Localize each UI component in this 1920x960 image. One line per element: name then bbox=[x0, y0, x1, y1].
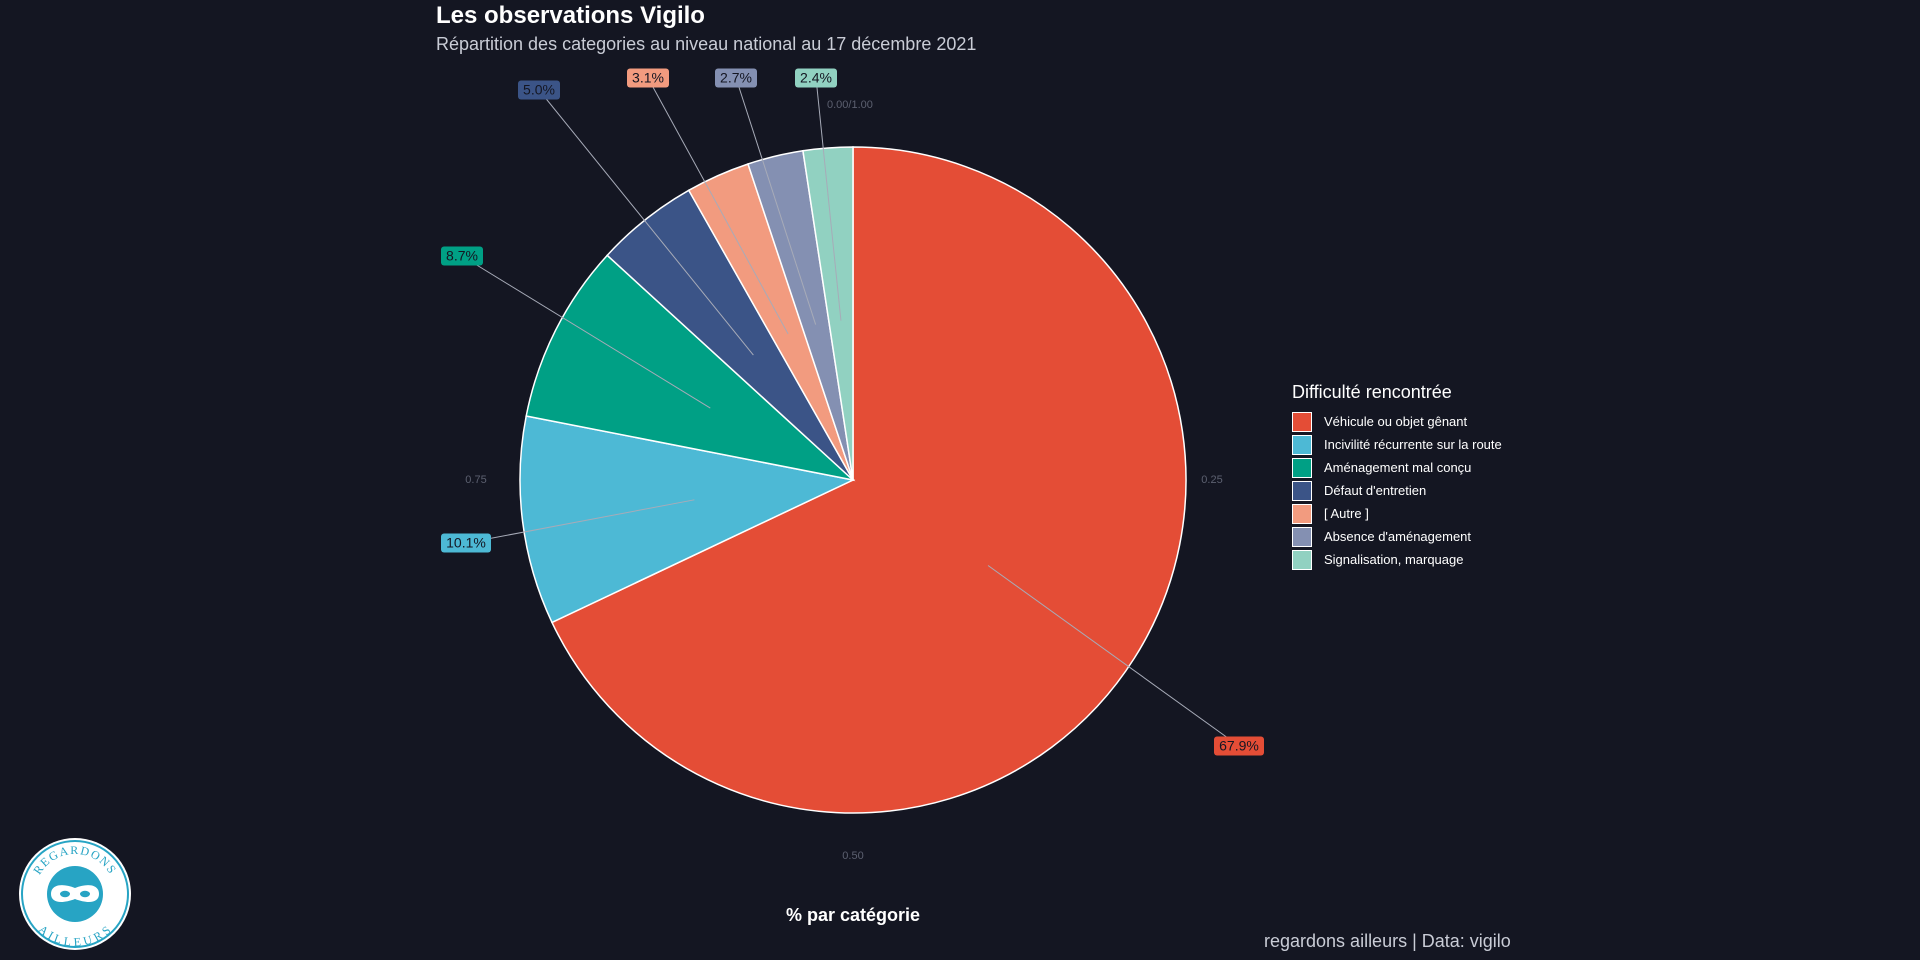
legend-label: Incivilité récurrente sur la route bbox=[1324, 437, 1502, 452]
data-label: 2.4% bbox=[800, 70, 832, 86]
legend-swatch bbox=[1292, 480, 1312, 501]
data-label: 5.0% bbox=[523, 82, 555, 98]
legend-item: [ Autre ] bbox=[1292, 502, 1502, 525]
legend-item: Défaut d'entretien bbox=[1292, 479, 1502, 502]
label-leader-line bbox=[815, 77, 842, 321]
legend-label: Défaut d'entretien bbox=[1324, 483, 1427, 498]
legend-item: Absence d'aménagement bbox=[1292, 525, 1502, 548]
legend-item: Signalisation, marquage bbox=[1292, 548, 1502, 571]
label-leader-line bbox=[735, 77, 817, 325]
legend-swatch bbox=[1292, 526, 1312, 547]
legend-swatch bbox=[1292, 503, 1312, 524]
data-label-box bbox=[795, 68, 837, 88]
data-label-box bbox=[1214, 736, 1264, 756]
data-label-box bbox=[441, 246, 483, 266]
data-label: 8.7% bbox=[446, 248, 478, 264]
legend-swatch bbox=[1292, 411, 1312, 432]
data-label-box bbox=[518, 80, 560, 100]
mask-icon bbox=[51, 885, 99, 902]
chart-subtitle: Répartition des categories au niveau nat… bbox=[436, 34, 977, 54]
regardons-ailleurs-logo: REGARDONS AILLEURS bbox=[19, 838, 131, 950]
legend-label: [ Autre ] bbox=[1324, 506, 1369, 521]
label-leader-line bbox=[465, 499, 695, 544]
legend-item: Incivilité récurrente sur la route bbox=[1292, 433, 1502, 456]
legend-swatch bbox=[1292, 457, 1312, 478]
legend-swatch bbox=[1292, 549, 1312, 570]
data-label: 3.1% bbox=[632, 70, 664, 86]
legend-label: Signalisation, marquage bbox=[1324, 552, 1464, 567]
legend-label: Véhicule ou objet gênant bbox=[1324, 414, 1468, 429]
pie-slice bbox=[802, 146, 854, 481]
legend-label: Absence d'aménagement bbox=[1324, 529, 1472, 544]
legend-item: Véhicule ou objet gênant bbox=[1292, 410, 1502, 433]
pie-slice bbox=[525, 254, 856, 482]
axis-tick-label: 0.75 bbox=[465, 474, 486, 486]
legend-label: Aménagement mal conçu bbox=[1324, 460, 1472, 475]
data-label-box bbox=[441, 533, 491, 553]
pie-slice bbox=[550, 146, 1187, 814]
x-axis-label: % par catégorie bbox=[785, 905, 921, 925]
data-label: 10.1% bbox=[446, 535, 486, 551]
caption: regardons ailleurs | Data: vigilo bbox=[1264, 931, 1511, 951]
legend-title: Difficulté rencontrée bbox=[1292, 382, 1452, 402]
axis-tick-label: 0.25 bbox=[1201, 474, 1222, 486]
data-label-box bbox=[715, 68, 757, 88]
legend: Difficulté rencontrée Véhicule ou objet … bbox=[1292, 382, 1502, 571]
data-label-box bbox=[627, 68, 669, 88]
label-leader-line bbox=[461, 255, 711, 409]
legend-item: Aménagement mal conçu bbox=[1292, 456, 1502, 479]
axis-tick-label: 0.50 bbox=[842, 850, 863, 862]
data-label: 67.9% bbox=[1219, 738, 1259, 754]
chart-title: Les observations Vigilo bbox=[436, 2, 705, 29]
legend-swatch bbox=[1292, 434, 1312, 455]
data-label: 2.7% bbox=[720, 70, 752, 86]
label-leader-line bbox=[987, 565, 1240, 747]
pie-slice bbox=[519, 415, 856, 624]
label-leader-line bbox=[647, 77, 789, 335]
axis-tick-label: 0.00/1.00 bbox=[827, 99, 873, 111]
legend-items: Véhicule ou objet gênant Incivilité récur… bbox=[1292, 410, 1502, 571]
label-leader-line bbox=[538, 89, 754, 356]
